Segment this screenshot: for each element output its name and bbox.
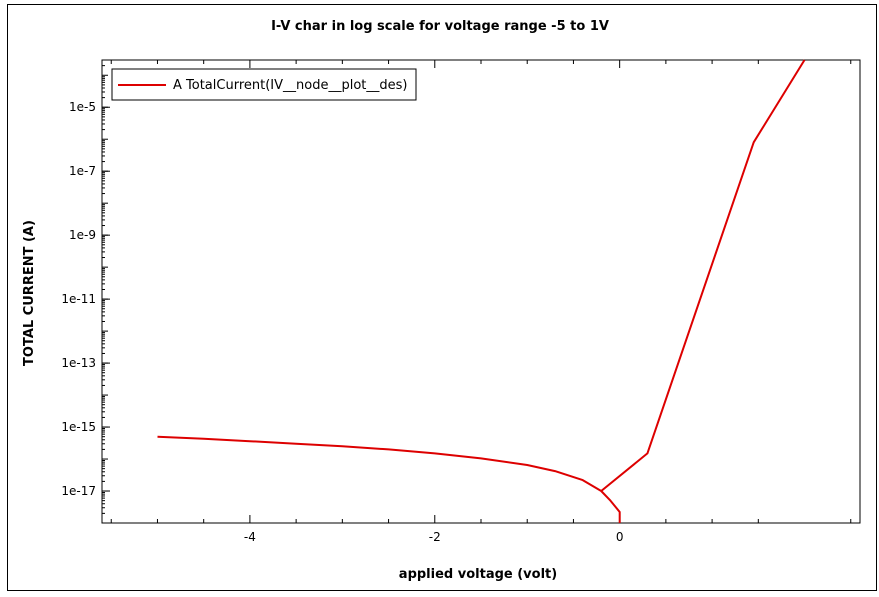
x-tick-label: -2	[429, 530, 441, 544]
y-tick-label: 1e-13	[61, 356, 96, 370]
chart-title: I-V char in log scale for voltage range …	[271, 19, 609, 34]
y-tick-label: 1e-5	[69, 100, 96, 114]
legend: A TotalCurrent(IV__node__plot__des)	[111, 68, 417, 101]
series-line-0	[157, 435, 621, 523]
x-axis-label: applied voltage (volt)	[399, 567, 557, 582]
y-tick-label: 1e-7	[69, 164, 96, 178]
legend-label: A TotalCurrent(IV__node__plot__des)	[173, 78, 407, 93]
series-line-1	[600, 59, 806, 492]
y-axis-label: TOTAL CURRENT (A)	[22, 220, 37, 366]
minor-ticks	[102, 60, 852, 524]
x-tick-label: 0	[616, 530, 624, 544]
y-tick-label: 1e-11	[61, 292, 96, 306]
x-tick-label: -4	[244, 530, 256, 544]
plot-area	[101, 59, 861, 524]
y-tick-label: 1e-15	[61, 420, 96, 434]
series-layer	[157, 59, 806, 523]
y-tick-label: 1e-17	[61, 484, 96, 498]
y-axis-ticks: 1e-17 1e-15 1e-13 1e-11 1e-9 1e-7 1e-5	[61, 100, 110, 498]
y-tick-label: 1e-9	[69, 228, 96, 242]
